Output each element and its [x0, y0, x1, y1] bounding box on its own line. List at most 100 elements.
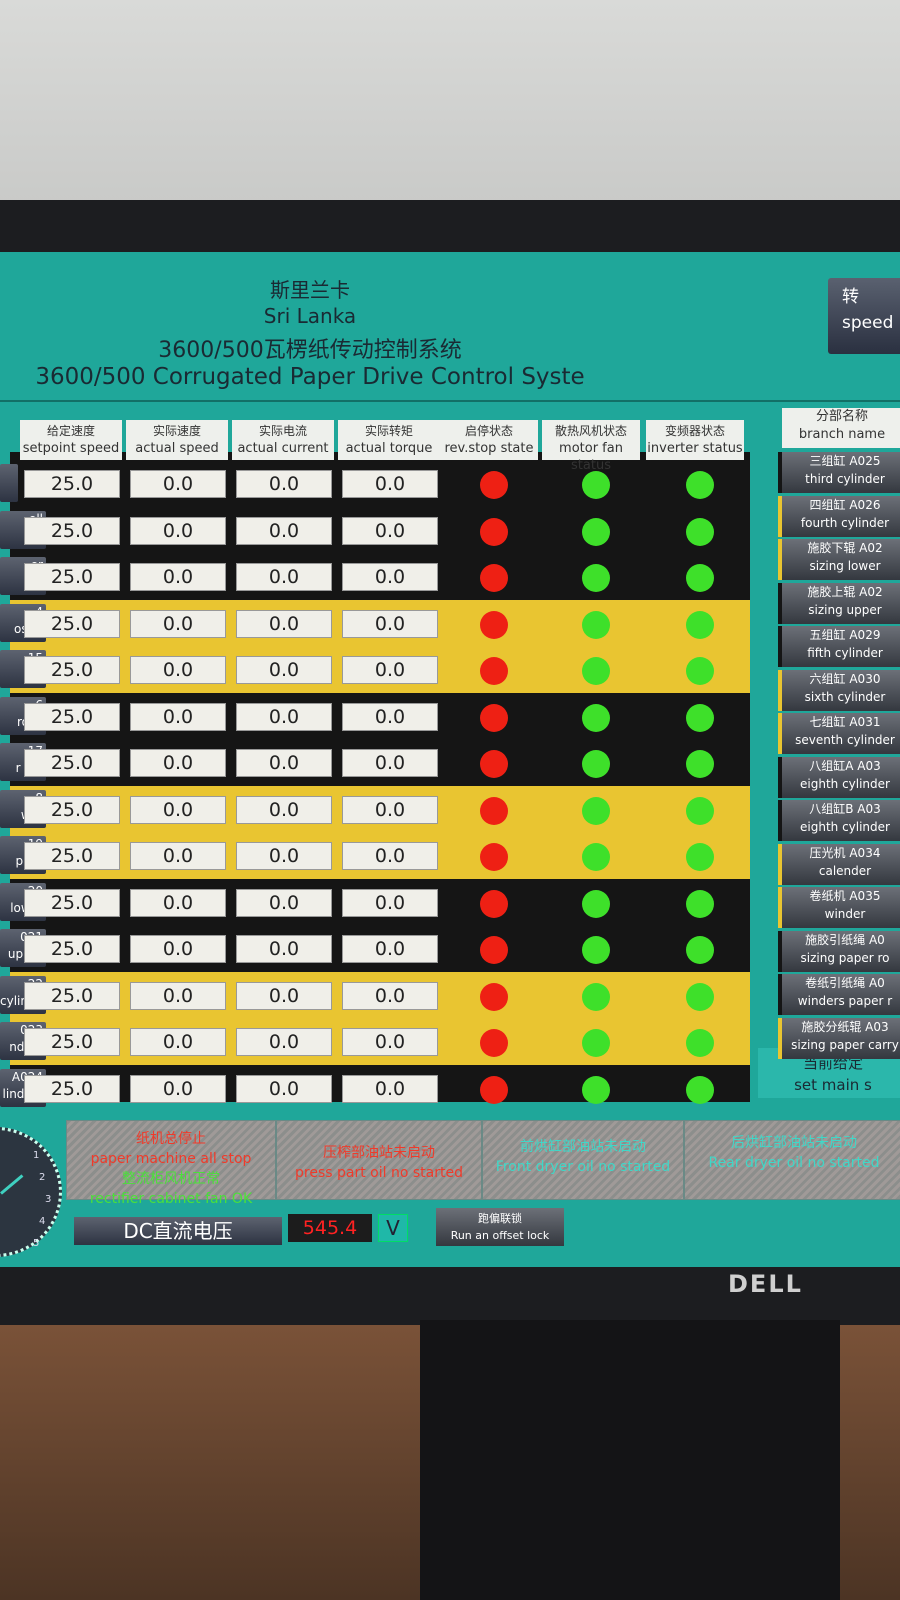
title-system-cn: 3600/500瓦楞纸传动控制系统: [158, 338, 462, 363]
setpoint-speed-input[interactable]: 25.0: [24, 842, 120, 870]
actual-speed-value: 0.0: [130, 795, 226, 824]
branch-button[interactable]: 四组缸 A026 fourth cylinder: [778, 495, 900, 537]
inverter-indicator: [686, 657, 714, 685]
setpoint-speed-input[interactable]: 25.0: [24, 516, 120, 545]
alarm-front-dryer: 前烘缸部油站未启动 Front dryer oil no started: [482, 1120, 684, 1200]
branch-header: 分部名称 branch name: [782, 408, 900, 448]
title-system-en: 3600/500 Corrugated Paper Drive Control …: [35, 364, 585, 390]
actual-current-value: 0.0: [236, 609, 332, 638]
alarm-press-oil: 压榨部油站未启动 press part oil no started: [276, 1120, 482, 1200]
setpoint-speed-input[interactable]: 25.0: [24, 1074, 120, 1103]
branch-name-cn: 施胶上辊 A02: [807, 584, 883, 599]
setpoint-speed-input[interactable]: 25.0: [24, 749, 120, 777]
motor-fan-indicator: [582, 564, 610, 592]
branch-button[interactable]: 压光机 A034 calender: [778, 843, 900, 885]
branch-name-cn: 卷纸机 A035: [809, 889, 881, 903]
actual-torque-value: 0.0: [342, 516, 438, 545]
actual-current-value: 0.0: [236, 981, 332, 1010]
rev-stop-indicator: [480, 982, 508, 1011]
set-main-cn: 当前给定: [802, 1054, 863, 1072]
rev-stop-indicator: [480, 796, 508, 825]
branch-button[interactable]: 三组缸 A025 third cylinder: [778, 452, 900, 493]
branch-button[interactable]: 卷纸机 A035 winder: [778, 887, 900, 928]
motor-fan-indicator: [582, 796, 610, 825]
actual-torque-value: 0.0: [342, 656, 438, 684]
motor-fan-indicator: [582, 1029, 610, 1057]
setpoint-speed-input[interactable]: 25.0: [24, 563, 120, 591]
column-header-en: actual current: [237, 441, 329, 456]
speed-button[interactable]: 转 speed: [828, 278, 900, 354]
actual-speed-value: 0.0: [130, 470, 226, 498]
branch-name-en: sixth cylinder: [804, 689, 886, 704]
branch-name-cn: 五组缸 A029: [809, 628, 881, 642]
alarm-text: Front dryer oil no started: [495, 1159, 671, 1175]
branch-name-cn: 压光机 A034: [809, 845, 881, 860]
setpoint-speed-input[interactable]: 25.0: [24, 981, 120, 1010]
monitor-logo: DELL: [728, 1270, 803, 1298]
branch-button[interactable]: 五组缸 A029 fifth cylinder: [778, 626, 900, 667]
setpoint-speed-input[interactable]: 25.0: [24, 935, 120, 963]
row-name-button[interactable]: [0, 464, 18, 502]
hmi-screen: 斯里兰卡 Sri Lanka 3600/500瓦楞纸传动控制系统 3600/50…: [0, 252, 900, 1267]
wall-background: [0, 0, 900, 205]
motor-fan-indicator: [582, 703, 610, 732]
speed-button-cn: 转: [842, 287, 859, 307]
setpoint-speed-input[interactable]: 25.0: [24, 656, 120, 684]
motor-fan-indicator: [582, 1075, 610, 1104]
column-header: 变频器状态 inverter status: [646, 420, 744, 460]
branch-name-en: sizing upper: [808, 602, 882, 617]
gauge-tick-label: 3: [45, 1194, 52, 1205]
table-row: 25.0 0.0 0.0 0.0: [0, 460, 900, 507]
actual-current-value: 0.0: [236, 470, 332, 498]
column-header-cn: 实际电流: [258, 424, 307, 438]
branch-name-en: sizing paper carry: [791, 1037, 899, 1052]
branch-button[interactable]: 施胶上辊 A02 sizing upper: [778, 582, 900, 624]
branch-name-en: third cylinder: [805, 472, 885, 486]
branch-button[interactable]: 六组缸 A030 sixth cylinder: [778, 669, 900, 711]
gauge-needle: [0, 1174, 24, 1195]
branch-button[interactable]: 施胶下辊 A02 sizing lower: [778, 539, 900, 580]
table-row: 19pper25.00.00.00.0: [0, 832, 900, 879]
actual-current-value: 0.0: [236, 935, 332, 963]
rev-stop-indicator: [480, 657, 508, 685]
offset-lock-button[interactable]: 跑偏联锁 Run an offset lock: [436, 1208, 564, 1246]
rev-stop-indicator: [480, 750, 508, 778]
branch-button[interactable]: 八组缸A A03 eighth cylinder: [778, 756, 900, 798]
branch-header-cn: 分部名称: [815, 409, 868, 424]
inverter-indicator: [686, 517, 714, 546]
setpoint-speed-input[interactable]: 25.0: [24, 795, 120, 824]
branch-button[interactable]: 卷纸引纸绳 A0 winders paper r: [778, 974, 900, 1015]
branch-button[interactable]: 七组缸 A031 seventh cylinder: [778, 713, 900, 754]
actual-speed-value: 0.0: [130, 609, 226, 638]
setpoint-speed-input[interactable]: 25.0: [24, 1028, 120, 1056]
setpoint-speed-input[interactable]: 25.0: [24, 702, 120, 731]
branch-name-en: sizing paper ro: [800, 950, 890, 965]
column-header-en: actual torque: [345, 441, 433, 456]
column-header-en: inverter status: [647, 441, 743, 456]
rev-stop-indicator: [480, 936, 508, 964]
inverter-indicator: [686, 750, 714, 778]
inverter-indicator: [686, 889, 714, 918]
branch-name-cn: 七组缸 A031: [809, 715, 881, 729]
actual-current-value: 0.0: [236, 702, 332, 731]
branch-button[interactable]: 施胶引纸绳 A0 sizing paper ro: [778, 930, 900, 972]
setpoint-speed-input[interactable]: 25.0: [24, 888, 120, 917]
column-header: 启停状态 rev.stop state: [440, 420, 538, 460]
dc-voltage-value: 545.4: [288, 1214, 372, 1242]
table-row: 8wer25.00.00.00.0: [0, 786, 900, 833]
branch-name-en: fourth cylinder: [800, 515, 890, 530]
header-divider: [0, 400, 900, 402]
inverter-indicator: [686, 1075, 714, 1104]
branch-button[interactable]: 施胶分纸辊 A03 sizing paper carry: [778, 1017, 900, 1059]
speed-gauge: 1 2 3 4 5: [0, 1127, 62, 1257]
branch-name-en: winders paper r: [797, 994, 893, 1008]
branch-name-en: eighth cylinder: [800, 820, 890, 834]
setpoint-speed-input[interactable]: 25.0: [24, 609, 120, 638]
branch-button[interactable]: 八组缸B A03 eighth cylinder: [778, 800, 900, 841]
column-header-cn: 实际速度: [152, 424, 201, 438]
branch-name-en: sizing lower: [809, 559, 881, 573]
actual-torque-value: 0.0: [342, 888, 438, 917]
actual-speed-value: 0.0: [130, 656, 226, 684]
column-header-cn: 启停状态: [464, 424, 513, 438]
setpoint-speed-input[interactable]: 25.0: [24, 470, 120, 498]
